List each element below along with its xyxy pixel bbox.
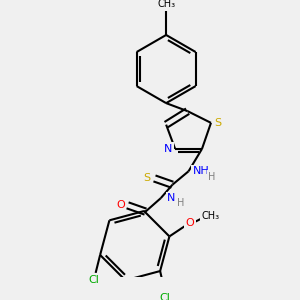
Text: Cl: Cl: [159, 293, 170, 300]
Text: N: N: [164, 144, 172, 154]
Text: O: O: [186, 218, 194, 228]
Text: NH: NH: [193, 166, 209, 176]
Text: H: H: [208, 172, 216, 182]
Text: Cl: Cl: [88, 275, 99, 285]
Text: CH₃: CH₃: [202, 211, 220, 221]
Text: CH₃: CH₃: [157, 0, 175, 10]
Text: N: N: [167, 193, 176, 203]
Text: S: S: [214, 118, 222, 128]
Text: O: O: [116, 200, 125, 210]
Text: H: H: [177, 198, 184, 208]
Text: S: S: [143, 173, 150, 183]
